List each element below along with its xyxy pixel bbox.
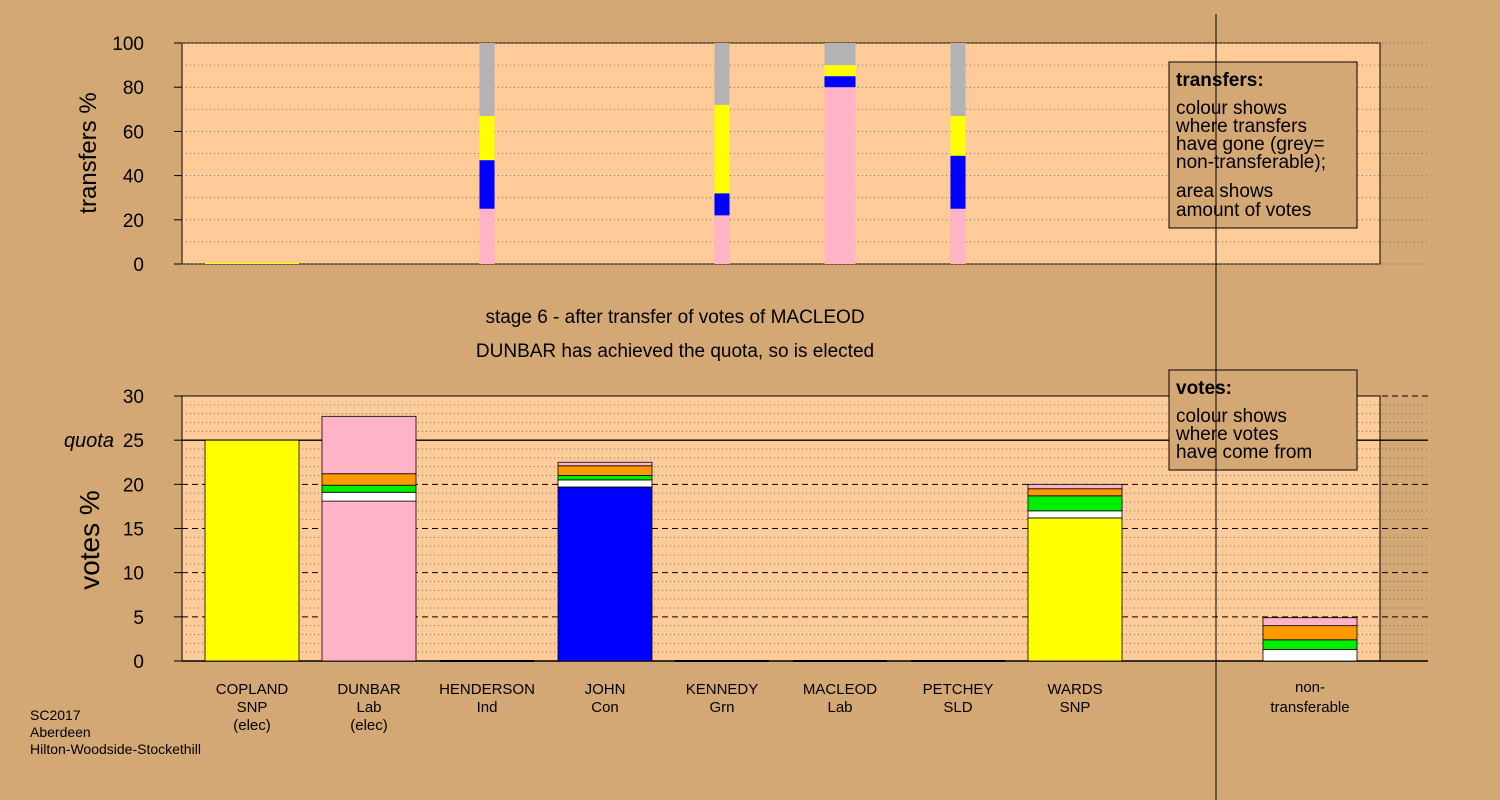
candidate-name-label: DUNBAR	[337, 681, 401, 698]
vote-bar-john-segment	[557, 461, 653, 467]
votes-y-tick-label: 30	[123, 387, 144, 408]
nontransferable-label: non-	[1295, 679, 1325, 696]
vote-bar-wards-segment	[1027, 495, 1123, 512]
vote-bar-dunbar-segment	[321, 500, 417, 662]
footer-council: Aberdeen	[30, 724, 91, 740]
transfer-bar-segment-macleod	[824, 65, 856, 77]
transfer-bar-segment-kennedy	[714, 215, 730, 264]
vote-bar-john-segment	[557, 465, 653, 476]
transfers-legend-line: have gone (grey=	[1176, 134, 1324, 155]
transfer-bar-segment-henderson	[479, 115, 495, 161]
candidate-party-label: Con	[591, 699, 619, 716]
votes-y-tick-label: 5	[133, 608, 144, 629]
transfers-y-tick-label: 60	[123, 122, 144, 143]
candidate-party-label: Grn	[709, 699, 734, 716]
vote-bar-nontransferable-segment	[1262, 649, 1358, 662]
vote-bar-wards-segment	[1027, 510, 1123, 519]
vote-bar-john-segment	[557, 479, 653, 488]
transfer-bar-segment-copland	[205, 262, 299, 264]
vote-bar-john-segment	[557, 486, 653, 662]
transfer-bar-segment-henderson	[479, 160, 495, 209]
candidate-name-label: KENNEDY	[686, 681, 759, 698]
candidate-party-label: Ind	[477, 699, 498, 716]
quota-label: quota	[64, 430, 114, 452]
footer-ward: Hilton-Woodside-Stockethill	[30, 741, 201, 757]
votes-y-axis-label: votes %	[74, 490, 105, 590]
footer-election: SC2017	[30, 707, 81, 723]
candidate-name-label: PETCHEY	[923, 681, 994, 698]
votes-legend-line: where votes	[1175, 424, 1278, 445]
transfers-legend-line: area shows	[1176, 181, 1273, 202]
vote-bar-nontransferable-segment	[1262, 625, 1358, 641]
votes-y-tick-label: 10	[123, 564, 144, 585]
transfers-panel: 0 20 40 60 80 100 transfers % transfers: colour …	[75, 34, 1428, 276]
transfers-legend-line: where transfers	[1175, 116, 1307, 137]
candidate-party-label: SNP	[1060, 699, 1091, 716]
transfers-legend-line: colour shows	[1176, 98, 1287, 119]
nontransferable-label: transferable	[1270, 699, 1349, 716]
transfer-bar-segment-macleod	[824, 43, 856, 66]
transfers-y-tick-label: 80	[123, 78, 144, 99]
vote-bar-dunbar-segment	[321, 491, 417, 502]
transfer-bar-segment-petchey	[950, 208, 966, 264]
vote-bar-john-segment	[557, 475, 653, 481]
candidate-name-label: MACLEOD	[803, 681, 877, 698]
transfer-bar-segment-petchey	[950, 155, 966, 209]
candidate-elected-label: (elec)	[233, 717, 271, 734]
transfer-bar-segment-macleod	[824, 87, 856, 264]
candidate-elected-label: (elec)	[350, 717, 388, 734]
transfer-bar-segment-macleod	[824, 76, 856, 88]
transfer-bar-segment-kennedy	[714, 193, 730, 216]
transfers-legend-line: non-transferable);	[1176, 152, 1326, 173]
transfer-bar-segment-henderson	[479, 43, 495, 116]
transfer-bar-segment-petchey	[950, 43, 966, 116]
candidate-name-label: COPLAND	[216, 681, 289, 698]
votes-legend-title: votes:	[1176, 378, 1232, 399]
votes-y-tick-label: 0	[133, 652, 144, 673]
votes-y-tick-label: 25	[123, 431, 144, 452]
vote-bar-nontransferable-segment	[1262, 617, 1358, 627]
vote-bar-wards-segment	[1027, 483, 1123, 490]
vote-bar-dunbar-segment	[321, 473, 417, 486]
candidate-name-label: HENDERSON	[439, 681, 535, 698]
transfer-bar-segment-kennedy	[714, 104, 730, 194]
transfers-legend-title: transfers:	[1176, 70, 1264, 91]
votes-legend-line: colour shows	[1176, 406, 1287, 427]
transfers-y-tick-label: 40	[123, 167, 144, 188]
transfers-y-tick-label: 20	[123, 211, 144, 232]
votes-legend-line: have come from	[1176, 442, 1312, 463]
transfers-legend-box	[1168, 61, 1358, 229]
transfers-y-tick-label: 0	[133, 255, 144, 276]
stage-title: stage 6 - after transfer of votes of MAC…	[485, 307, 864, 328]
vote-bar-dunbar-segment	[321, 415, 417, 475]
vote-bar-wards-segment	[1027, 517, 1123, 662]
candidate-party-label: Lab	[827, 699, 852, 716]
votes-legend-box	[1168, 369, 1358, 471]
vote-bar-wards-segment	[1027, 488, 1123, 497]
candidate-name-label: WARDS	[1047, 681, 1102, 698]
elected-note: DUNBAR has achieved the quota, so is ele…	[476, 341, 874, 362]
vote-bar-nontransferable-segment	[1262, 639, 1358, 650]
candidate-party-label: SNP	[237, 699, 268, 716]
votes-y-tick-label: 20	[123, 475, 144, 496]
transfer-bar-segment-kennedy	[714, 43, 730, 105]
transfers-legend-line: amount of votes	[1176, 200, 1311, 221]
vote-bar-dunbar-segment	[321, 484, 417, 493]
vote-bar-copland-segment	[204, 439, 300, 662]
candidate-name-label: JOHN	[585, 681, 626, 698]
transfers-y-axis-label: transfers %	[75, 92, 102, 213]
candidate-party-label: SLD	[943, 699, 972, 716]
transfer-bar-segment-petchey	[950, 115, 966, 156]
candidate-party-label: Lab	[356, 699, 381, 716]
votes-y-tick-label: 15	[123, 520, 144, 541]
transfers-y-tick-label: 100	[112, 34, 144, 55]
transfer-bar-segment-henderson	[479, 208, 495, 264]
